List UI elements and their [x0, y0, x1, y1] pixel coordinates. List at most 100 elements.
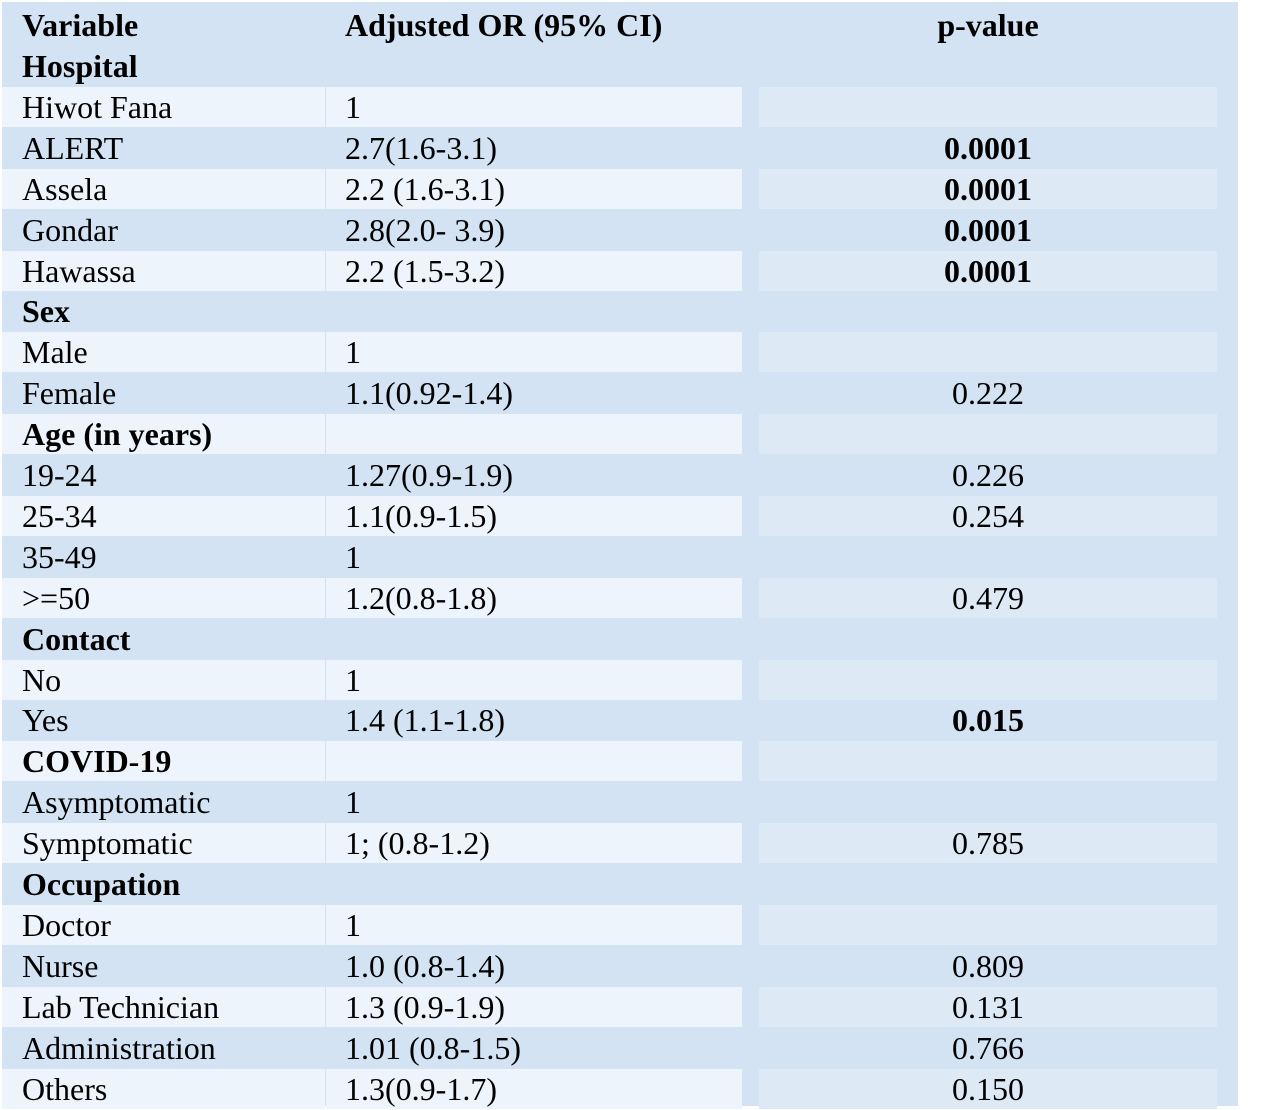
header-adjusted-or: Adjusted OR (95% CI): [345, 7, 663, 43]
adjusted-or-cell: [326, 741, 742, 782]
p-value-cell: [759, 864, 1217, 904]
variable-cell: Assela: [2, 168, 325, 209]
table-row: Administration 1.01 (0.8-1.5) 0.766: [2, 1028, 1238, 1069]
adjusted-or-cell: 1.01 (0.8-1.5): [345, 1029, 521, 1066]
adjusted-or-cell: 1.3 (0.9-1.9): [326, 986, 742, 1027]
adjusted-or-cell: 1: [326, 332, 742, 373]
group-label: Occupation: [22, 866, 181, 902]
group-label: Contact: [22, 620, 131, 657]
variable-cell: 19-24: [22, 457, 97, 493]
p-value-cell: 0.479: [759, 577, 1217, 618]
variable-cell: 35-49: [22, 538, 97, 575]
table-row: Male 1: [2, 332, 1238, 373]
adjusted-or-cell: [326, 46, 742, 86]
variable-cell: Administration: [22, 1029, 216, 1066]
p-value-cell: [759, 904, 1217, 945]
adjusted-or-cell: [326, 291, 742, 331]
group-label: Age (in years): [2, 414, 325, 455]
p-value-cell: 0.150: [759, 1068, 1217, 1109]
group-row: Age (in years): [2, 414, 1238, 455]
table-row: Lab Technician 1.3 (0.9-1.9) 0.131: [2, 986, 1238, 1028]
p-value-cell: 0.0001: [759, 250, 1217, 291]
adjusted-or-cell: 1: [326, 659, 742, 700]
p-value-cell: [759, 86, 1217, 127]
odds-ratio-table: Variable Adjusted OR (95% CI) p-value Ho…: [2, 2, 1238, 1109]
variable-cell: Asymptomatic: [22, 784, 211, 821]
group-row: Hospital: [2, 46, 1238, 87]
adjusted-or-cell: 1.3(0.9-1.7): [326, 1068, 742, 1109]
group-row: COVID-19: [2, 741, 1238, 782]
adjusted-or-cell: 1; (0.8-1.2): [326, 823, 742, 864]
variable-cell: >=50: [2, 577, 325, 618]
variable-cell: Hawassa: [2, 250, 325, 291]
variable-cell: Hiwot Fana: [2, 86, 325, 127]
adjusted-or-cell: 1.4 (1.1-1.8): [345, 702, 505, 739]
table-row: Nurse 1.0 (0.8-1.4) 0.809: [2, 946, 1238, 987]
table-header-row: Variable Adjusted OR (95% CI) p-value: [2, 5, 1238, 46]
variable-cell: Symptomatic: [2, 823, 325, 864]
adjusted-or-cell: [326, 864, 742, 904]
table-row: Yes 1.4 (1.1-1.8) 0.015: [2, 700, 1238, 741]
variable-cell: Others: [2, 1068, 325, 1109]
p-value-cell: [759, 619, 1217, 659]
group-row: Contact: [2, 619, 1238, 660]
header-variable: Variable: [22, 7, 139, 43]
variable-cell: Male: [2, 332, 325, 373]
table-row: No 1: [2, 659, 1238, 701]
group-label: COVID-19: [2, 741, 325, 782]
p-value-cell: 0.0001: [759, 168, 1217, 209]
adjusted-or-cell: 1: [326, 86, 742, 127]
variable-cell: Lab Technician: [2, 986, 325, 1027]
variable-cell: No: [2, 659, 325, 700]
adjusted-or-cell: 1.1(0.9-1.5): [326, 495, 742, 536]
adjusted-or-cell: 2.8(2.0- 3.9): [345, 211, 505, 248]
p-value-cell: [759, 782, 1217, 822]
group-label: Hospital: [22, 48, 138, 84]
table-row: 19-24 1.27(0.9-1.9) 0.226: [2, 455, 1238, 496]
p-value-cell: [759, 537, 1217, 577]
table-row: >=50 1.2(0.8-1.8) 0.479: [2, 577, 1238, 619]
table-row: Symptomatic 1; (0.8-1.2) 0.785: [2, 823, 1238, 864]
variable-cell: Doctor: [2, 904, 325, 945]
adjusted-or-cell: [326, 619, 742, 659]
adjusted-or-cell: 2.2 (1.6-3.1): [326, 168, 742, 209]
p-value-cell: [759, 414, 1217, 455]
table-row: ALERT 2.7(1.6-3.1) 0.0001: [2, 128, 1238, 169]
variable-cell: Gondar: [22, 211, 118, 248]
p-value-cell: 0.131: [759, 986, 1217, 1027]
p-value-cell: 0.254: [759, 495, 1217, 536]
group-label: Sex: [22, 293, 70, 330]
group-row: Occupation: [2, 864, 1238, 905]
adjusted-or-cell: 2.7(1.6-3.1): [345, 129, 497, 166]
table-row: 25-34 1.1(0.9-1.5) 0.254: [2, 495, 1238, 537]
p-value-cell: 0.015: [952, 702, 1024, 739]
table-row: Asymptomatic 1: [2, 782, 1238, 823]
header-p-value: p-value: [937, 7, 1039, 43]
p-value-cell: [759, 741, 1217, 782]
variable-cell: Yes: [22, 702, 69, 739]
adjusted-or-cell: 1: [345, 784, 361, 821]
p-value-cell: [759, 291, 1217, 331]
p-value-cell: 0.809: [952, 947, 1024, 984]
adjusted-or-cell: 1.0 (0.8-1.4): [345, 947, 505, 984]
variable-cell: ALERT: [22, 129, 124, 166]
p-value-cell: 0.0001: [944, 129, 1032, 166]
table-row: Doctor 1: [2, 904, 1238, 946]
table-row: Others 1.3(0.9-1.7) 0.150: [2, 1068, 1238, 1110]
p-value-cell: 0.226: [952, 457, 1024, 493]
adjusted-or-cell: 1: [345, 538, 361, 575]
table-row: Assela 2.2 (1.6-3.1) 0.0001: [2, 168, 1238, 210]
p-value-cell: [759, 332, 1217, 373]
adjusted-or-cell: 1: [326, 904, 742, 945]
table-row: Gondar 2.8(2.0- 3.9) 0.0001: [2, 210, 1238, 251]
variable-cell: 25-34: [2, 495, 325, 536]
p-value-cell: 0.0001: [944, 211, 1032, 248]
table-row: 35-49 1: [2, 537, 1238, 578]
p-value-cell: [759, 46, 1217, 86]
variable-cell: Nurse: [22, 947, 99, 984]
p-value-cell: 0.222: [952, 375, 1024, 412]
adjusted-or-cell: 2.2 (1.5-3.2): [326, 250, 742, 291]
table-row: Female 1.1(0.92-1.4) 0.222: [2, 373, 1238, 414]
p-value-cell: 0.785: [759, 823, 1217, 864]
adjusted-or-cell: 1.1(0.92-1.4): [345, 375, 513, 412]
